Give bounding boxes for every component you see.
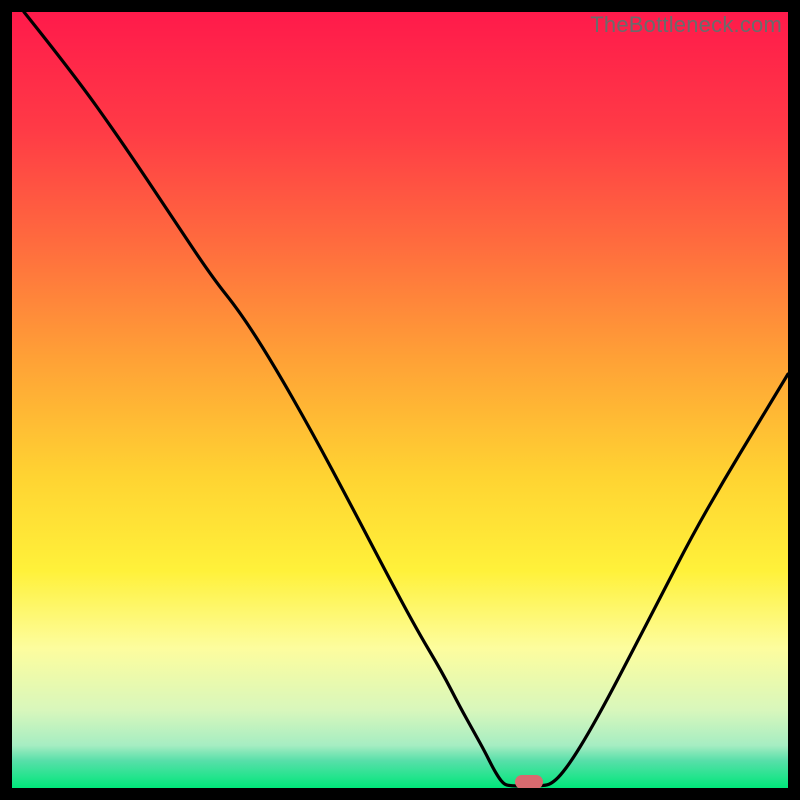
watermark-text: TheBottleneck.com: [590, 12, 782, 38]
optimal-marker: [515, 775, 543, 788]
plot-area: TheBottleneck.com: [12, 12, 788, 788]
curve-layer: [12, 12, 788, 788]
chart-frame: TheBottleneck.com: [0, 0, 800, 800]
bottleneck-curve: [24, 12, 788, 786]
